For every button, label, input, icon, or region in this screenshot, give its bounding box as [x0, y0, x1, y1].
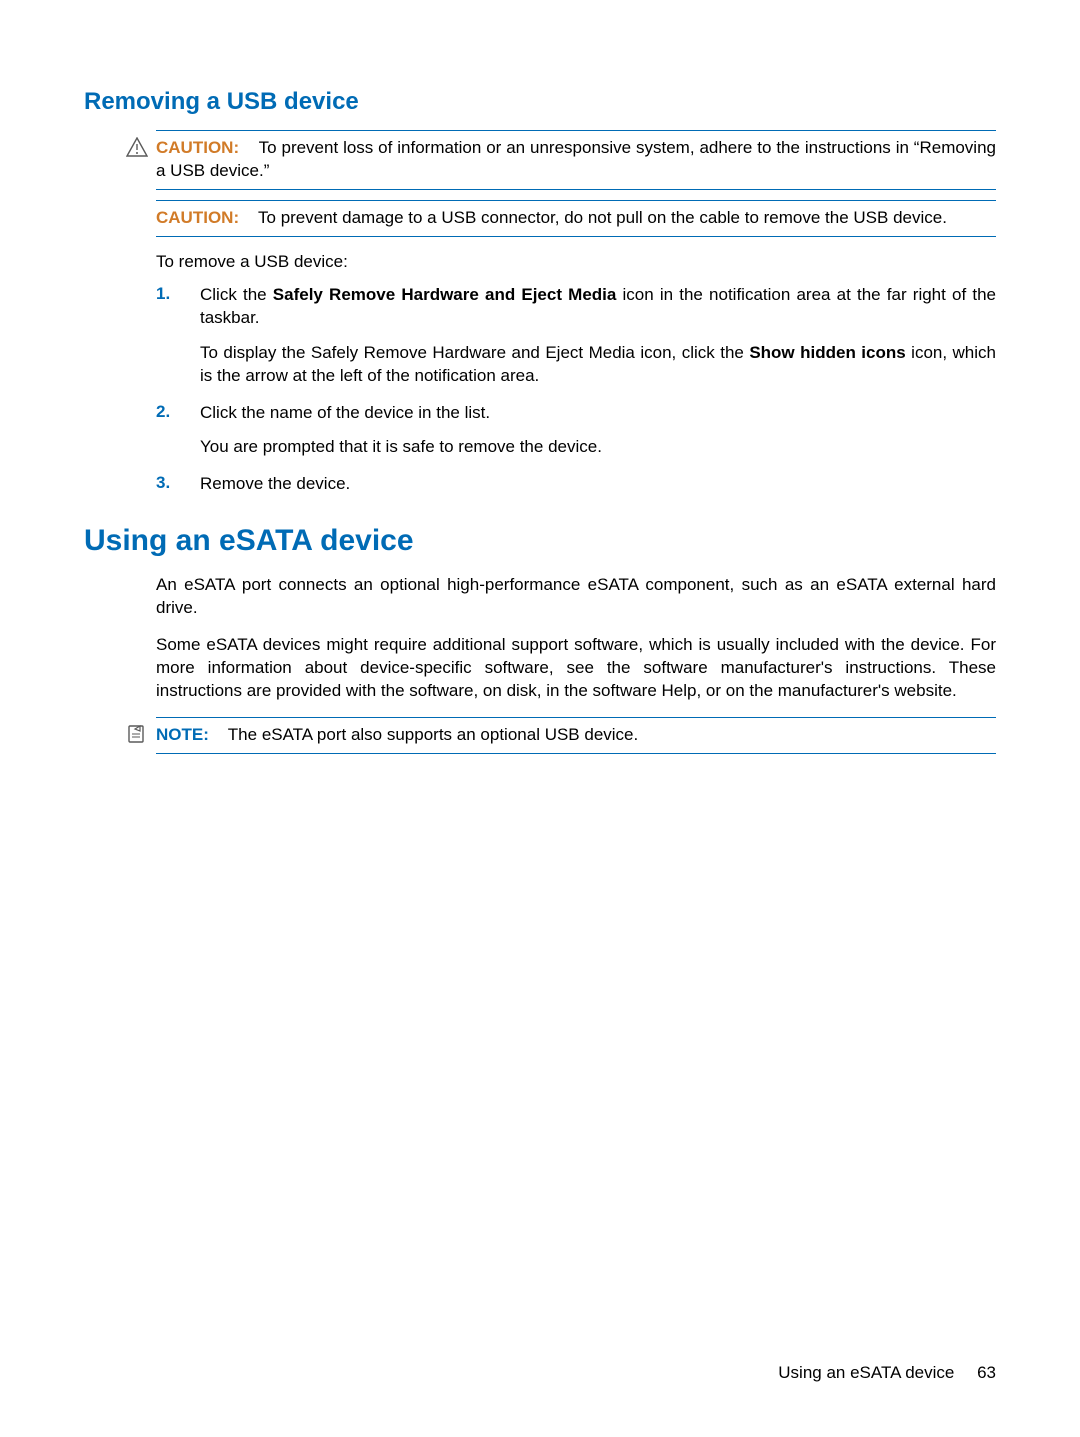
heading-esata: Using an eSATA device	[84, 524, 996, 558]
caution-label: CAUTION:	[156, 138, 239, 157]
step-1-p1: Click the Safely Remove Hardware and Eje…	[200, 284, 996, 330]
step-3: 3. Remove the device.	[156, 473, 996, 496]
step-1-p2b: Show hidden icons	[749, 343, 905, 362]
step-1-p2: To display the Safely Remove Hardware an…	[200, 342, 996, 388]
step-1-p1b: Safely Remove Hardware and Eject Media	[273, 285, 617, 304]
step-number: 3.	[156, 473, 170, 493]
page-footer: Using an eSATA device 63	[778, 1363, 996, 1383]
esata-p1: An eSATA port connects an optional high-…	[156, 574, 996, 620]
note-text: The eSATA port also supports an optional…	[228, 725, 638, 744]
caution-callout-2: CAUTION: To prevent damage to a USB conn…	[156, 200, 996, 237]
heading-removing-usb: Removing a USB device	[84, 88, 996, 116]
step-1-p1a: Click the	[200, 285, 273, 304]
note-label: NOTE:	[156, 725, 209, 744]
caution-callout-1: CAUTION: To prevent loss of information …	[156, 130, 996, 190]
step-1-p2a: To display the Safely Remove Hardware an…	[200, 343, 749, 362]
caution-2-text: To prevent damage to a USB connector, do…	[258, 208, 947, 227]
caution-label-2: CAUTION:	[156, 208, 239, 227]
spacer	[244, 208, 258, 227]
footer-page-number: 63	[977, 1363, 996, 1382]
esata-p2: Some eSATA devices might require additio…	[156, 634, 996, 703]
page: Removing a USB device CAUTION: To preven…	[0, 0, 1080, 754]
step-number: 1.	[156, 284, 170, 304]
step-2-p1: Click the name of the device in the list…	[200, 402, 996, 425]
caution-icon	[126, 137, 148, 157]
caution-text	[244, 138, 259, 157]
step-number: 2.	[156, 402, 170, 422]
footer-section-title: Using an eSATA device	[778, 1363, 954, 1382]
spacer	[214, 725, 228, 744]
step-1: 1. Click the Safely Remove Hardware and …	[156, 284, 996, 388]
intro-text: To remove a USB device:	[156, 251, 996, 274]
step-3-p1: Remove the device.	[200, 473, 996, 496]
steps-list: 1. Click the Safely Remove Hardware and …	[156, 284, 996, 497]
note-callout: NOTE: The eSATA port also supports an op…	[156, 717, 996, 754]
step-2-p2: You are prompted that it is safe to remo…	[200, 436, 996, 459]
caution-1-text: To prevent loss of information or an unr…	[156, 138, 996, 180]
section-removing-usb: CAUTION: To prevent loss of information …	[156, 130, 996, 496]
note-icon	[126, 724, 148, 744]
section-esata: An eSATA port connects an optional high-…	[156, 574, 996, 754]
step-2: 2. Click the name of the device in the l…	[156, 402, 996, 460]
